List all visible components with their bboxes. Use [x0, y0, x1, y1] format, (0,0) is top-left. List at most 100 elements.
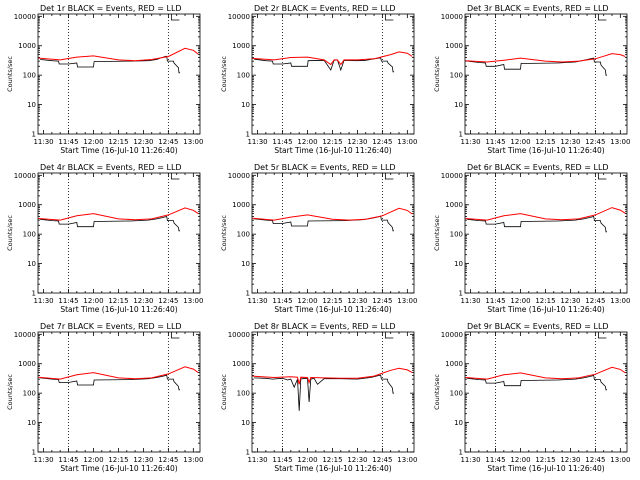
x-tick-label: 11:30: [460, 297, 480, 305]
y-tick-label: 1000: [445, 360, 463, 368]
y-axis-label: Counts/sec: [220, 56, 228, 92]
events-series-line: [40, 374, 180, 391]
events-series-line: [467, 374, 607, 391]
y-tick-label: 10000: [14, 13, 36, 21]
detector-panel-7: Det 7r BLACK = Events, RED = LLD 1 10 100 10…: [6, 322, 203, 473]
y-tick-label: 1: [246, 449, 250, 457]
plot-frame: [464, 172, 628, 294]
detector-panel-6: Det 6r BLACK = Events, RED = LLD 1 10 100 10…: [433, 163, 630, 314]
panel-title: Det 2r BLACK = Events, RED = LLD: [254, 4, 396, 13]
x-tick-label: 12:30: [347, 456, 367, 464]
y-tick-label: 1000: [445, 42, 463, 50]
x-tick-label: 11:30: [33, 297, 53, 305]
interval-marker: [384, 14, 394, 21]
x-tick-label: 11:45: [58, 138, 78, 146]
interval-marker: [597, 173, 607, 180]
y-tick-label: 10: [241, 419, 250, 427]
x-tick-label: 11:30: [247, 456, 267, 464]
interval-marker: [170, 14, 180, 21]
y-tick-label: 100: [23, 390, 36, 398]
y-tick-label: 100: [237, 231, 250, 239]
y-axis-label: Counts/sec: [6, 215, 14, 251]
x-tick-label: 11:45: [58, 456, 78, 464]
events-series-line: [254, 374, 394, 411]
detector-panel-9: Det 9r BLACK = Events, RED = LLD 1 10 100 10…: [433, 322, 630, 473]
interval-marker: [384, 173, 394, 180]
y-tick-label: 1: [246, 290, 250, 298]
panel-title: Det 5r BLACK = Events, RED = LLD: [254, 163, 396, 172]
x-tick-label: 11:45: [485, 456, 505, 464]
x-tick-label: 13:00: [397, 138, 417, 146]
plot-frame: [464, 13, 628, 135]
y-tick-label: 1: [32, 131, 36, 139]
y-tick-label: 10000: [228, 172, 250, 180]
y-tick-label: 100: [23, 72, 36, 80]
x-tick-label: 11:45: [272, 138, 292, 146]
x-tick-label: 12:15: [108, 138, 128, 146]
x-tick-label: 12:15: [108, 297, 128, 305]
lld-series-line: [465, 207, 626, 221]
lld-series-line: [252, 367, 413, 385]
y-axis-label: Counts/sec: [433, 374, 441, 410]
x-tick-label: 12:00: [510, 138, 530, 146]
x-tick-label: 12:30: [133, 297, 153, 305]
y-tick-label: 10000: [14, 172, 36, 180]
y-tick-label: 100: [450, 72, 463, 80]
x-tick-label: 12:00: [83, 456, 103, 464]
interval-marker: [597, 332, 607, 339]
x-tick-label: 13:00: [610, 456, 630, 464]
x-axis-label: Start Time (16-Jul-10 11:26:40): [274, 305, 391, 314]
x-tick-label: 12:30: [560, 138, 580, 146]
panel-title: Det 8r BLACK = Events, RED = LLD: [254, 322, 396, 331]
y-tick-label: 10000: [441, 13, 463, 21]
y-tick-label: 1000: [232, 360, 250, 368]
x-tick-label: 12:45: [372, 297, 392, 305]
lld-series-line: [252, 207, 413, 221]
panel-title: Det 6r BLACK = Events, RED = LLD: [467, 163, 609, 172]
plot-frame: [251, 331, 415, 453]
y-tick-label: 100: [450, 390, 463, 398]
y-tick-label: 1: [459, 290, 463, 298]
x-tick-label: 12:45: [585, 297, 605, 305]
detector-panel-4: Det 4r BLACK = Events, RED = LLD 1 10 100 10…: [6, 163, 203, 314]
lld-series-line: [38, 47, 199, 62]
x-tick-label: 12:45: [158, 138, 178, 146]
plot-frame: [251, 13, 415, 135]
x-tick-label: 13:00: [397, 297, 417, 305]
x-tick-label: 12:00: [510, 456, 530, 464]
events-series-line: [40, 55, 180, 74]
detector-panel-2: Det 2r BLACK = Events, RED = LLD 1 10 100 10…: [220, 4, 417, 155]
detector-panel-3: Det 3r BLACK = Events, RED = LLD 1 10 100 10…: [433, 4, 630, 155]
y-tick-label: 10: [27, 419, 36, 427]
interval-marker: [597, 14, 607, 21]
panel-title: Det 4r BLACK = Events, RED = LLD: [40, 163, 182, 172]
x-tick-label: 12:15: [535, 138, 555, 146]
interval-marker: [384, 332, 394, 339]
y-tick-label: 100: [450, 231, 463, 239]
x-tick-label: 11:30: [460, 456, 480, 464]
interval-marker: [170, 332, 180, 339]
y-tick-label: 100: [237, 390, 250, 398]
y-tick-label: 1000: [232, 201, 250, 209]
x-tick-label: 12:00: [83, 297, 103, 305]
x-tick-label: 12:00: [510, 297, 530, 305]
x-axis-label: Start Time (16-Jul-10 11:26:40): [274, 146, 391, 155]
x-tick-label: 12:30: [133, 456, 153, 464]
panel-title: Det 1r BLACK = Events, RED = LLD: [40, 4, 182, 13]
lld-series-line: [465, 366, 626, 380]
y-tick-label: 1: [459, 131, 463, 139]
x-tick-label: 12:15: [322, 456, 342, 464]
x-tick-label: 12:30: [347, 138, 367, 146]
lld-series-line: [38, 366, 199, 380]
lld-series-line: [252, 51, 413, 66]
x-axis-label: Start Time (16-Jul-10 11:26:40): [487, 464, 604, 473]
interval-marker: [170, 173, 180, 180]
lld-series-line: [465, 53, 626, 63]
y-axis-label: Counts/sec: [6, 56, 14, 92]
y-tick-label: 1000: [445, 201, 463, 209]
x-axis-label: Start Time (16-Jul-10 11:26:40): [274, 464, 391, 473]
x-tick-label: 12:15: [322, 138, 342, 146]
x-tick-label: 12:00: [297, 138, 317, 146]
x-tick-label: 11:45: [272, 297, 292, 305]
